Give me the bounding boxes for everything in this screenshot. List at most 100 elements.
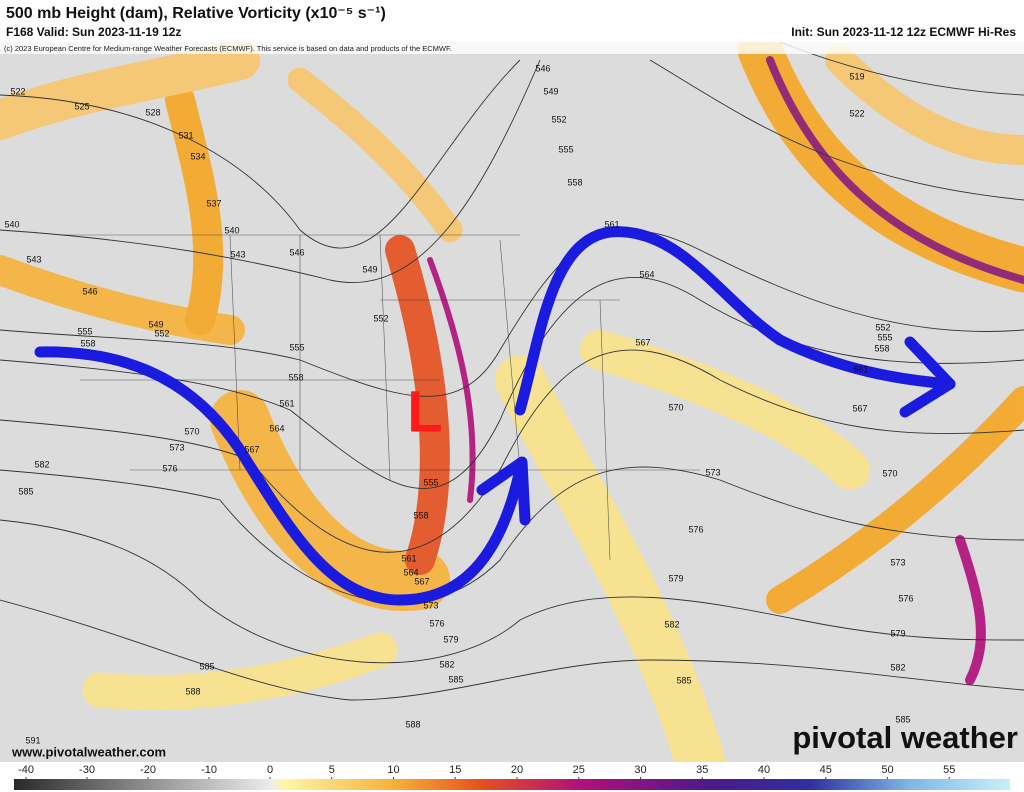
contour-label: 549 — [148, 319, 163, 329]
website: www.pivotalweather.com — [11, 744, 166, 759]
contour-label: 546 — [82, 286, 97, 296]
colorbar-tick-label: 5 — [329, 764, 335, 776]
contour-label: 582 — [664, 619, 679, 629]
contour-label: 585 — [676, 675, 691, 685]
contour-label: 522 — [849, 108, 864, 118]
contour-label: 558 — [80, 338, 95, 348]
contour-label: 564 — [269, 423, 284, 433]
colorbar-tick-label: 10 — [387, 764, 399, 776]
colorbar-tick-label: -30 — [79, 764, 95, 776]
contour-label: 591 — [25, 735, 40, 745]
contour-label: 525 — [74, 101, 89, 111]
logo: pivotal weather — [792, 720, 1018, 755]
contour-label: 522 — [10, 86, 25, 96]
borders — [60, 234, 700, 561]
contour-label: 555 — [289, 342, 304, 352]
contour-label: 540 — [4, 219, 19, 229]
contour-label: 555 — [423, 477, 438, 487]
colorbar-tick-label: 30 — [634, 764, 646, 776]
contour-label: 552 — [154, 328, 169, 338]
contour-label: 582 — [890, 662, 905, 672]
colorbar-tick-label: -10 — [201, 764, 217, 776]
contour-label: 555 — [558, 144, 573, 154]
contour-label: 576 — [688, 524, 703, 534]
contour-label: 567 — [852, 403, 867, 413]
colorbar-tick-label: 20 — [511, 764, 523, 776]
contour-label: 564 — [403, 567, 418, 577]
contour-label: 558 — [567, 177, 582, 187]
colorbar-tick-label: 0 — [267, 764, 273, 776]
contour-label: 552 — [373, 313, 388, 323]
low-pressure-label: L — [407, 379, 442, 444]
contour-label: 570 — [184, 426, 199, 436]
contour-label: 579 — [443, 634, 458, 644]
colorbar-tick-label: 35 — [696, 764, 708, 776]
map: L 522 525 528 531 534 537 540 540 543 543 546 546 54… — [0, 42, 1024, 762]
contour-label: 576 — [898, 593, 913, 603]
contour-label: 555 — [877, 332, 892, 342]
colorbar-tick-label: 25 — [573, 764, 585, 776]
contour-label: 585 — [895, 714, 910, 724]
contour-label: 561 — [853, 364, 868, 374]
colorbar-tick-label: 50 — [881, 764, 893, 776]
contour-label: 567 — [244, 444, 259, 454]
contour-label: 537 — [206, 198, 221, 208]
contour-label: 549 — [543, 86, 558, 96]
colorbar-tick-label: 15 — [449, 764, 461, 776]
colorbar-ticks: -40 -30 -20 -10 0 5 10 15 20 25 30 35 40 45 50 55 — [18, 764, 955, 779]
contour-label: 558 — [413, 510, 428, 520]
contour-label: 585 — [448, 674, 463, 684]
contour-label: 588 — [405, 719, 420, 729]
contour-label: 564 — [639, 269, 654, 279]
contour-label: 561 — [604, 219, 619, 229]
contour-label: 570 — [668, 402, 683, 412]
title: 500 mb Height (dam), Relative Vorticity … — [6, 5, 386, 22]
contour-label: 543 — [26, 254, 41, 264]
contour-label: 567 — [635, 337, 650, 347]
valid-time: F168 Valid: Sun 2023-11-19 12z — [6, 25, 181, 39]
contour-label: 573 — [169, 442, 184, 452]
contour-label: 546 — [535, 63, 550, 73]
contour-label: 549 — [362, 264, 377, 274]
contour-label: 588 — [185, 686, 200, 696]
contour-label: 570 — [882, 468, 897, 478]
contour-label: 561 — [279, 398, 294, 408]
contour-label: 576 — [429, 618, 444, 628]
contour-label: 576 — [162, 463, 177, 473]
contour-label: 552 — [551, 114, 566, 124]
contour-label: 519 — [849, 71, 864, 81]
contour-label: 543 — [230, 249, 245, 259]
contour-label: 528 — [145, 107, 160, 117]
colorbar-tick-label: -40 — [18, 764, 34, 776]
contour-label: 552 — [875, 322, 890, 332]
colorbar-tick-label: 45 — [820, 764, 832, 776]
flow-arrows — [34, 226, 956, 606]
contour-label: 558 — [288, 372, 303, 382]
contour-label: 579 — [668, 573, 683, 583]
contour-label: 579 — [890, 628, 905, 638]
contour-label: 573 — [423, 600, 438, 610]
init-time: Init: Sun 2023-11-12 12z ECMWF Hi-Res — [791, 25, 1016, 39]
contour-label: 555 — [77, 326, 92, 336]
contour-label: 558 — [874, 343, 889, 353]
contour-label: 573 — [890, 557, 905, 567]
colorbar-tick-label: 40 — [758, 764, 770, 776]
copyright-bg — [0, 42, 1024, 54]
contour-label: 573 — [705, 467, 720, 477]
colorbar-tick-label: -20 — [140, 764, 156, 776]
contour-label: 567 — [414, 576, 429, 586]
contour-label: 540 — [224, 225, 239, 235]
colorbar-tick-label: 55 — [943, 764, 955, 776]
contour-label: 534 — [190, 151, 205, 161]
copyright: (c) 2023 European Centre for Medium-rang… — [4, 44, 452, 53]
contour-label: 585 — [18, 486, 33, 496]
contour-label: 582 — [439, 659, 454, 669]
header-bg — [0, 0, 1024, 42]
contour-label: 546 — [289, 247, 304, 257]
colorbar — [14, 779, 1010, 790]
contour-label: 531 — [178, 130, 193, 140]
contour-label: 585 — [199, 661, 214, 671]
contour-label: 582 — [34, 459, 49, 469]
